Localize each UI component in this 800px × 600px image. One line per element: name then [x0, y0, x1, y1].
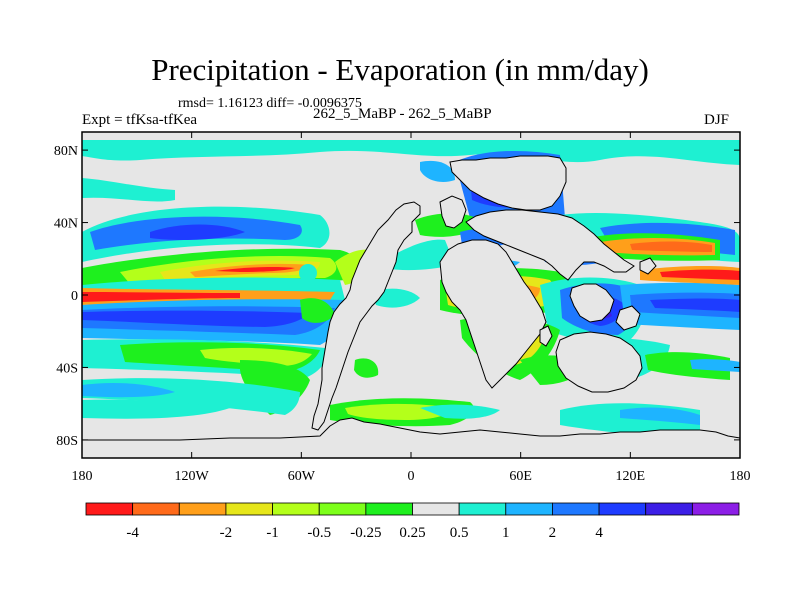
colorbar-label: 0.25	[399, 525, 425, 541]
x-tick-label: 0	[408, 469, 415, 484]
colorbar-label: 1	[502, 525, 510, 541]
colorbar-label: -0.5	[307, 525, 331, 541]
colorbar-box	[272, 502, 320, 516]
colorbar-label: -2	[220, 525, 233, 541]
y-tick-label: 80N	[54, 144, 78, 159]
colorbar-box	[225, 502, 273, 516]
x-tick-label: 180	[730, 469, 751, 484]
colorbar-box	[645, 502, 693, 516]
colorbar-box	[505, 502, 553, 516]
stats-label: rmsd= 1.16123 diff= -0.0096375	[178, 96, 362, 111]
x-tick-label: 120E	[616, 469, 646, 484]
case-label: 262_5_MaBP - 262_5_MaBP	[313, 106, 492, 122]
colorbar-label: -4	[126, 525, 139, 541]
colorbar-box	[412, 502, 460, 516]
x-tick-label: 60W	[288, 469, 316, 484]
x-tick-label: 180	[72, 469, 93, 484]
colorbar-label: 4	[595, 525, 603, 541]
precip-evap-field	[82, 132, 740, 458]
colorbar-box	[132, 502, 180, 516]
coastlines	[82, 155, 740, 458]
colorbar	[85, 502, 740, 516]
colorbar-box	[458, 502, 507, 516]
colorbar-box	[552, 502, 600, 516]
y-tick-label: 40N	[54, 217, 78, 232]
colorbar-box	[318, 502, 367, 516]
x-tick-label: 120W	[175, 469, 210, 484]
y-tick-label: 40S	[56, 361, 78, 376]
colorbar-label: 2	[549, 525, 557, 541]
colorbar-box	[178, 502, 227, 516]
colorbar-box	[691, 502, 740, 516]
x-tick-label: 60E	[509, 469, 532, 484]
experiment-label: Expt = tfKsa-tfKea	[82, 112, 198, 128]
colorbar-box	[598, 502, 647, 516]
y-tick-label: 0	[71, 289, 78, 304]
colorbar-box	[365, 502, 413, 516]
plot-title: Precipitation - Evaporation (in mm/day)	[151, 52, 649, 87]
colorbar-label: -0.25	[350, 525, 381, 541]
season-label: DJF	[704, 112, 730, 128]
colorbar-label: 0.5	[450, 525, 469, 541]
colorbar-box	[85, 502, 134, 516]
colorbar-label: -1	[266, 525, 279, 541]
y-tick-label: 80S	[56, 434, 78, 449]
